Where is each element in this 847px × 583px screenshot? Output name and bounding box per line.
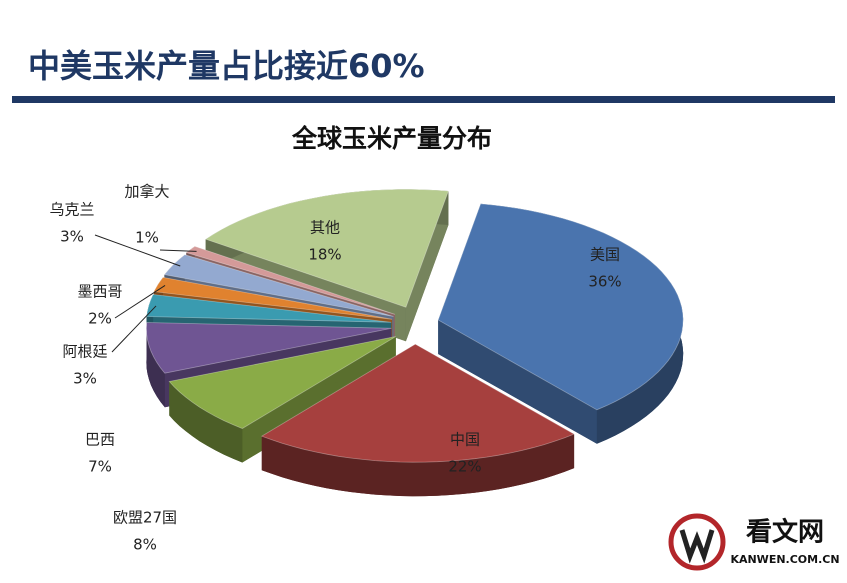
slice-value-label: 3% [60, 228, 84, 246]
slice-label: 加拿大 [124, 183, 169, 201]
watermark-url: KANWEN.COM.CN [730, 553, 839, 566]
slice-label: 乌克兰 [49, 201, 94, 219]
slice-side [405, 191, 449, 342]
slice [153, 276, 393, 320]
leader-line [159, 249, 197, 252]
slice [168, 336, 397, 429]
slice-wall [261, 434, 575, 497]
slice-side [438, 320, 597, 444]
slice [163, 254, 394, 317]
pie [145, 188, 684, 497]
slice-wall [169, 381, 243, 463]
slice-value-label: 8% [133, 536, 157, 554]
slice [145, 322, 392, 374]
slice-value-label: 3% [73, 370, 97, 388]
watermark: 看文网 KANWEN.COM.CN [668, 513, 840, 571]
slice [204, 188, 449, 308]
leader-line [114, 285, 166, 319]
slice-label: 美国 [590, 246, 620, 264]
title-rule [12, 96, 835, 103]
slice-label: 其他 [310, 219, 340, 237]
slice-label: 中国 [450, 431, 480, 449]
watermark-name: 看文网 [746, 517, 824, 548]
slice-value-label: 1% [135, 229, 159, 247]
slice [260, 343, 576, 463]
slice-value-label: 2% [88, 310, 112, 328]
logo-mark [679, 529, 715, 564]
slice [437, 203, 684, 411]
leader-line [111, 305, 157, 353]
slice [185, 245, 396, 315]
slice-label: 墨西哥 [77, 283, 122, 301]
slice-wall [146, 322, 165, 408]
chart-title: 全球玉米产量分布 [291, 124, 492, 153]
leader-line [94, 234, 181, 267]
slice-value-label: 22% [448, 458, 481, 476]
slice-value-label: 18% [308, 246, 341, 264]
slice-label: 阿根廷 [62, 343, 107, 361]
slice-value-label: 7% [88, 458, 112, 476]
slide-title: 中美玉米产量占比接近60% [28, 47, 425, 85]
slice-value-label: 36% [588, 273, 621, 291]
slice-label: 欧盟27国 [113, 509, 177, 527]
slice-label: 巴西 [85, 431, 115, 449]
